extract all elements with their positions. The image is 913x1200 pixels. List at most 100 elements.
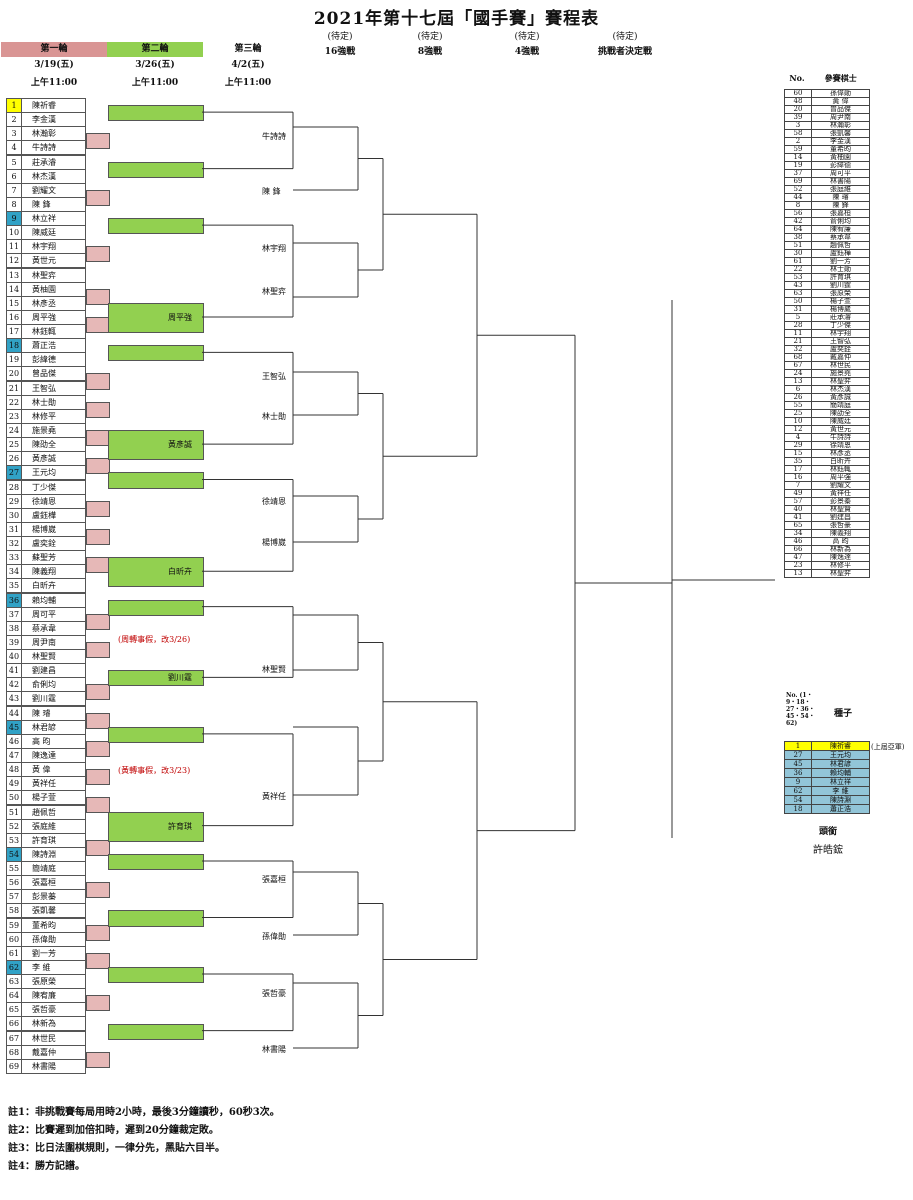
participant-row: 28 丁少傑 <box>784 321 870 330</box>
player-name: 賴均輔 <box>32 595 56 605</box>
seed-no: 9 <box>784 777 812 787</box>
player-name: 白昕卉 <box>32 581 56 591</box>
participant-name: 陳逸達 <box>811 553 870 562</box>
participant-no: 31 <box>784 305 812 314</box>
participant-name: 簡靖庭 <box>811 401 870 410</box>
participant-row: 47 陳逸達 <box>784 553 870 562</box>
participant-no: 34 <box>784 529 812 538</box>
round-2-match-box <box>108 472 204 489</box>
player-name: 林書陽 <box>32 1061 56 1071</box>
participant-row: 41 劉建昌 <box>784 513 870 522</box>
participant-row: 66 林新為 <box>784 545 870 554</box>
player-name: 李金漢 <box>32 115 56 125</box>
player-name: 孫偉勛 <box>32 934 56 944</box>
participant-row: 52 張庭維 <box>784 185 870 194</box>
participant-no: 41 <box>784 513 812 522</box>
participant-name: 陳 鋒 <box>811 201 870 210</box>
participant-row: 43 劉川霆 <box>784 281 870 290</box>
participant-row: 55 簡靖庭 <box>784 401 870 410</box>
participant-name: 彭景蓁 <box>811 497 870 506</box>
player-number: 52 <box>7 819 22 833</box>
round-1-match-box <box>86 995 110 1012</box>
participant-no: 30 <box>784 249 812 258</box>
participant-row: 51 趙佩哲 <box>784 241 870 250</box>
player-name: 林新為 <box>32 1019 56 1029</box>
participant-no: 35 <box>784 457 812 466</box>
player-name: 劉耀文 <box>32 185 56 195</box>
player-number: 40 <box>7 650 22 664</box>
player-name: 陳威廷 <box>32 228 56 238</box>
participant-no: 46 <box>784 537 812 546</box>
round-3-winner: 林士勛 <box>262 412 286 421</box>
player-number: 36 <box>7 593 22 607</box>
round-2-match-box <box>108 726 204 743</box>
player-name: 黃 偉 <box>32 765 51 775</box>
player-name: 劉建昌 <box>32 666 56 676</box>
stage-4-label: 4強戰 <box>514 47 540 57</box>
player-name: 林君諺 <box>32 722 56 732</box>
participant-no: 52 <box>784 185 812 194</box>
player-number: 44 <box>7 706 22 720</box>
player-name: 周可平 <box>32 609 56 619</box>
player-name: 彭緯德 <box>32 355 56 365</box>
player-number: 6 <box>7 169 22 183</box>
participant-row: 13 林聖弈 <box>784 377 870 386</box>
player-name: 許育琪 <box>32 835 56 845</box>
player-number: 56 <box>7 876 22 890</box>
round-1-date: 3/19(五) <box>34 60 74 70</box>
participant-no: 6 <box>784 385 812 394</box>
player-number: 34 <box>7 565 22 579</box>
round-2-match-box <box>108 429 204 461</box>
participant-no: 51 <box>784 241 812 250</box>
round-2-label: 第二輪 <box>107 42 203 57</box>
round-1-match-box <box>86 500 110 517</box>
participant-row: 68 戴嘉仲 <box>784 353 870 362</box>
participant-name: 白昕卉 <box>811 457 870 466</box>
round-3-winner: 楊博崴 <box>262 538 286 547</box>
player-number: 31 <box>7 522 22 536</box>
participant-row: 17 林鈺輒 <box>784 465 870 474</box>
player-number: 64 <box>7 989 22 1003</box>
round-1-match-box <box>86 882 110 899</box>
participant-no: 17 <box>784 465 812 474</box>
seed-no: 62 <box>784 786 812 796</box>
participant-name: 孫偉勛 <box>811 89 870 98</box>
participant-name: 林世民 <box>811 361 870 370</box>
round-3-date: 4/2(五) <box>231 60 265 70</box>
player-name: 戴嘉仲 <box>32 1047 56 1057</box>
participant-no: 19 <box>784 161 812 170</box>
player-name: 盧奕銓 <box>32 539 56 549</box>
participant-name: 黃彥誠 <box>811 393 870 402</box>
participant-no: 42 <box>784 217 812 226</box>
player-number: 59 <box>7 918 22 932</box>
stage-16-label: 16強戰 <box>324 47 356 57</box>
round-3-winner: 孫偉勛 <box>262 932 286 941</box>
participant-no: 44 <box>784 193 812 202</box>
seed-no-header: No. (1・9・18・27・36・45・54・62) <box>786 692 815 727</box>
title-holder-label: 頭銜 <box>818 827 837 837</box>
seed-no: 36 <box>784 768 812 778</box>
player-number: 55 <box>7 862 22 876</box>
player-name: 張凱馨 <box>32 906 56 916</box>
participant-name: 黃祥任 <box>811 489 870 498</box>
participant-row: 40 林聖賢 <box>784 505 870 514</box>
participant-row: 21 王智弘 <box>784 337 870 346</box>
round-1-match-box <box>86 740 110 757</box>
player-row: 36 賴均輔 <box>6 592 86 608</box>
round-2-match-box <box>108 910 204 927</box>
player-name: 林彥丞 <box>32 298 56 308</box>
participant-name: 陳宥廉 <box>811 225 870 234</box>
seed-row: 9 林立祥 <box>784 777 870 787</box>
participant-row: 10 陳威廷 <box>784 417 870 426</box>
participant-name: 林宇翔 <box>811 329 870 338</box>
round-2-match-box <box>108 811 204 842</box>
player-number: 41 <box>7 664 22 678</box>
participant-row: 6 林杰漢 <box>784 385 870 394</box>
player-number: 7 <box>7 183 22 197</box>
participant-name: 林修平 <box>811 561 870 570</box>
participant-name: 劉川霆 <box>811 281 870 290</box>
participant-name: 林書陽 <box>811 177 870 186</box>
player-number: 12 <box>7 254 22 268</box>
participant-no: 13 <box>784 377 812 386</box>
player-number: 20 <box>7 367 22 381</box>
